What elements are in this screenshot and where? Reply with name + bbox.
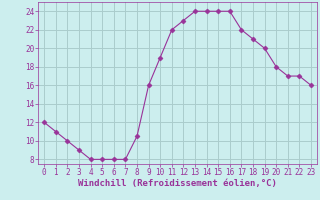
X-axis label: Windchill (Refroidissement éolien,°C): Windchill (Refroidissement éolien,°C) — [78, 179, 277, 188]
